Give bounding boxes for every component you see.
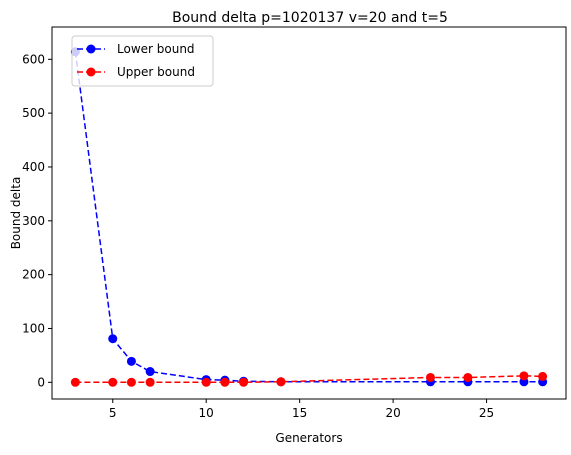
legend-box [71, 35, 214, 87]
y-tick-label: 500 [22, 106, 45, 120]
data-point-upper-bound [220, 377, 230, 387]
y-tick-label: 100 [22, 321, 45, 335]
data-point-lower-bound [108, 334, 118, 344]
x-tick-label: 5 [109, 406, 117, 420]
legend-label: Upper bound [117, 65, 195, 79]
legend-marker [86, 44, 96, 54]
data-point-upper-bound [463, 372, 473, 382]
data-point-upper-bound [519, 371, 529, 381]
data-point-lower-bound [145, 367, 155, 377]
data-point-lower-bound [126, 356, 136, 366]
x-tick-label: 15 [292, 406, 307, 420]
data-point-upper-bound [239, 377, 249, 387]
y-tick-label: 200 [22, 268, 45, 282]
x-tick-label: 10 [199, 406, 214, 420]
data-point-upper-bound [425, 372, 435, 382]
y-tick-label: 600 [22, 52, 45, 66]
x-tick-label: 25 [479, 406, 494, 420]
data-point-upper-bound [538, 371, 548, 381]
y-axis-label: Bound delta [9, 177, 23, 250]
y-tick-label: 300 [22, 214, 45, 228]
data-point-upper-bound [145, 377, 155, 387]
y-tick-label: 400 [22, 160, 45, 174]
y-tick-label: 0 [37, 375, 45, 389]
data-point-upper-bound [276, 377, 286, 387]
data-point-upper-bound [126, 377, 136, 387]
legend: Lower bound Upper bound [71, 35, 214, 87]
x-axis-label: Generators [275, 431, 342, 445]
series-line-lower-bound [74, 51, 543, 383]
data-point-upper-bound [70, 377, 80, 387]
plot-frame [51, 26, 567, 400]
legend-marker [86, 67, 96, 77]
data-point-upper-bound [201, 377, 211, 387]
plot-area [70, 47, 548, 387]
legend-label: Lower bound [117, 42, 195, 56]
x-tick-label: 20 [385, 406, 400, 420]
chart-title: Bound delta p=1020137 v=20 and t=5 [172, 10, 448, 26]
data-point-upper-bound [108, 377, 118, 387]
series-line-upper-bound [75, 375, 543, 384]
x-axis-ticks: 5 10 15 20 25 [109, 399, 494, 420]
y-axis-ticks: 0 100 200 300 400 500 600 [22, 52, 52, 389]
